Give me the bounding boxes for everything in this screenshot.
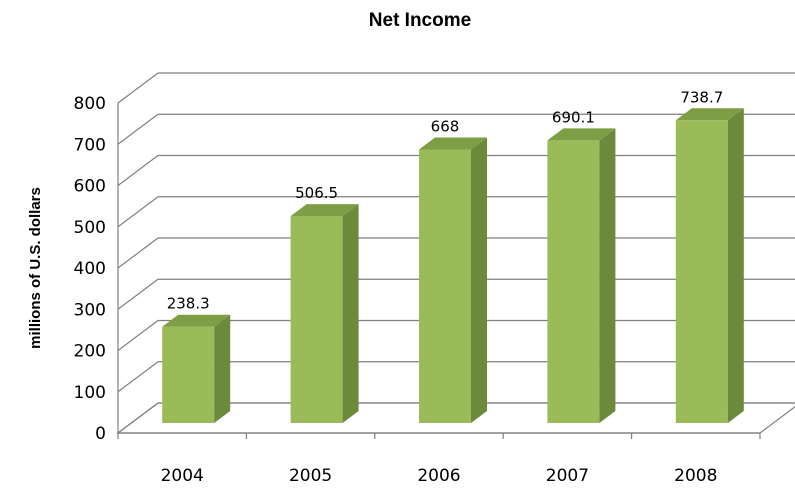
y-axis-label: millions of U.S. dollars bbox=[27, 187, 44, 349]
gridline-diagonal bbox=[117, 196, 159, 228]
bar-side bbox=[342, 204, 359, 423]
y-tick-label: 700 bbox=[74, 135, 106, 155]
x-axis: 2004 2005 2006 2007 2008 bbox=[117, 432, 761, 486]
y-tick-label: 500 bbox=[74, 218, 106, 238]
gridline-diagonal bbox=[117, 402, 159, 434]
data-label: 668 bbox=[431, 117, 460, 135]
bar-side bbox=[214, 314, 231, 423]
x-tick-label: 2007 bbox=[546, 466, 589, 486]
gridline-diagonal bbox=[117, 361, 159, 393]
bar: 668 bbox=[419, 117, 487, 423]
y-tick-label: 600 bbox=[74, 177, 106, 197]
gridline-diagonal bbox=[117, 72, 159, 104]
data-label: 690.1 bbox=[552, 108, 595, 126]
bar-top bbox=[290, 204, 359, 217]
bar-front bbox=[162, 326, 215, 423]
data-label: 238.3 bbox=[167, 295, 210, 313]
bar: 738.7 bbox=[675, 88, 744, 423]
bar-top bbox=[547, 128, 616, 141]
bar-front bbox=[547, 140, 600, 424]
y-axis-ticks: 0 100 200 300 400 500 600 700 800 bbox=[74, 94, 106, 444]
chart-title: Net Income bbox=[369, 10, 471, 31]
bar-side bbox=[727, 108, 744, 423]
y-tick-label: 200 bbox=[74, 342, 106, 362]
bar-top bbox=[419, 137, 487, 150]
x-tick-label: 2008 bbox=[674, 466, 717, 486]
bar-front bbox=[675, 120, 728, 423]
bar-side bbox=[471, 137, 487, 423]
gridline-diagonal bbox=[117, 278, 159, 310]
bar-top bbox=[162, 314, 231, 327]
bar-front bbox=[290, 216, 343, 423]
y-tick-label: 100 bbox=[74, 383, 106, 403]
gridline-diagonal bbox=[117, 320, 159, 351]
gridline-diagonal bbox=[117, 155, 159, 186]
y-tick-label: 300 bbox=[74, 300, 106, 320]
bar-top bbox=[675, 108, 744, 121]
x-tick-label: 2006 bbox=[417, 466, 460, 486]
data-label: 506.5 bbox=[295, 184, 338, 202]
data-label: 738.7 bbox=[680, 88, 723, 106]
bar: 506.5 bbox=[290, 184, 359, 423]
y-tick-label: 800 bbox=[74, 94, 106, 114]
bar: 238.3 bbox=[162, 295, 231, 423]
y-tick-label: 400 bbox=[74, 259, 106, 279]
bar-side bbox=[599, 128, 616, 424]
y-tick-label: 0 bbox=[95, 424, 106, 444]
gridline-diagonal bbox=[117, 237, 159, 269]
bars: 238.3 506.5 668 690.1 738.7 bbox=[162, 88, 744, 424]
bar-front bbox=[419, 149, 471, 423]
x-tick-label: 2005 bbox=[289, 466, 332, 486]
gridline-diagonal bbox=[117, 113, 159, 145]
bar: 690.1 bbox=[547, 108, 616, 424]
x-tick-label: 2004 bbox=[161, 466, 204, 486]
